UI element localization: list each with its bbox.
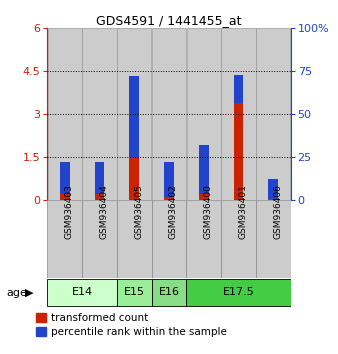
Bar: [95, 194, 104, 200]
Text: GSM936406: GSM936406: [273, 184, 282, 239]
Text: GSM936402: GSM936402: [169, 184, 178, 239]
Bar: [199, 194, 209, 200]
Text: GSM936404: GSM936404: [99, 184, 108, 239]
Bar: [48, 28, 82, 200]
Bar: [268, 199, 278, 200]
Text: GSM936400: GSM936400: [204, 184, 213, 239]
FancyBboxPatch shape: [82, 200, 117, 278]
Bar: [60, 194, 70, 200]
Text: E16: E16: [159, 287, 179, 297]
Bar: [129, 76, 139, 200]
FancyBboxPatch shape: [186, 200, 221, 278]
FancyBboxPatch shape: [117, 279, 152, 307]
Text: E15: E15: [124, 287, 145, 297]
Bar: [164, 197, 174, 200]
FancyBboxPatch shape: [117, 200, 152, 278]
Bar: [152, 28, 186, 200]
Text: ▶: ▶: [25, 288, 34, 298]
FancyBboxPatch shape: [186, 279, 291, 307]
FancyBboxPatch shape: [152, 279, 186, 307]
FancyBboxPatch shape: [256, 200, 291, 278]
Text: E14: E14: [72, 287, 93, 297]
Title: GDS4591 / 1441455_at: GDS4591 / 1441455_at: [96, 14, 242, 27]
Text: GSM936401: GSM936401: [239, 184, 247, 239]
FancyBboxPatch shape: [152, 200, 186, 278]
Bar: [95, 162, 104, 200]
Bar: [199, 145, 209, 200]
FancyBboxPatch shape: [221, 200, 256, 278]
FancyBboxPatch shape: [47, 200, 82, 278]
Bar: [234, 103, 243, 200]
FancyBboxPatch shape: [47, 279, 117, 307]
Text: E17.5: E17.5: [223, 287, 255, 297]
Bar: [187, 28, 221, 200]
Bar: [82, 28, 117, 200]
Legend: transformed count, percentile rank within the sample: transformed count, percentile rank withi…: [35, 313, 227, 337]
Bar: [268, 179, 278, 200]
Text: age: age: [7, 288, 28, 298]
Text: GSM936403: GSM936403: [65, 184, 74, 239]
Bar: [117, 28, 151, 200]
Bar: [60, 162, 70, 200]
Bar: [164, 162, 174, 200]
Bar: [234, 75, 243, 200]
Text: GSM936405: GSM936405: [134, 184, 143, 239]
Bar: [256, 28, 290, 200]
Bar: [129, 156, 139, 200]
Bar: [221, 28, 256, 200]
